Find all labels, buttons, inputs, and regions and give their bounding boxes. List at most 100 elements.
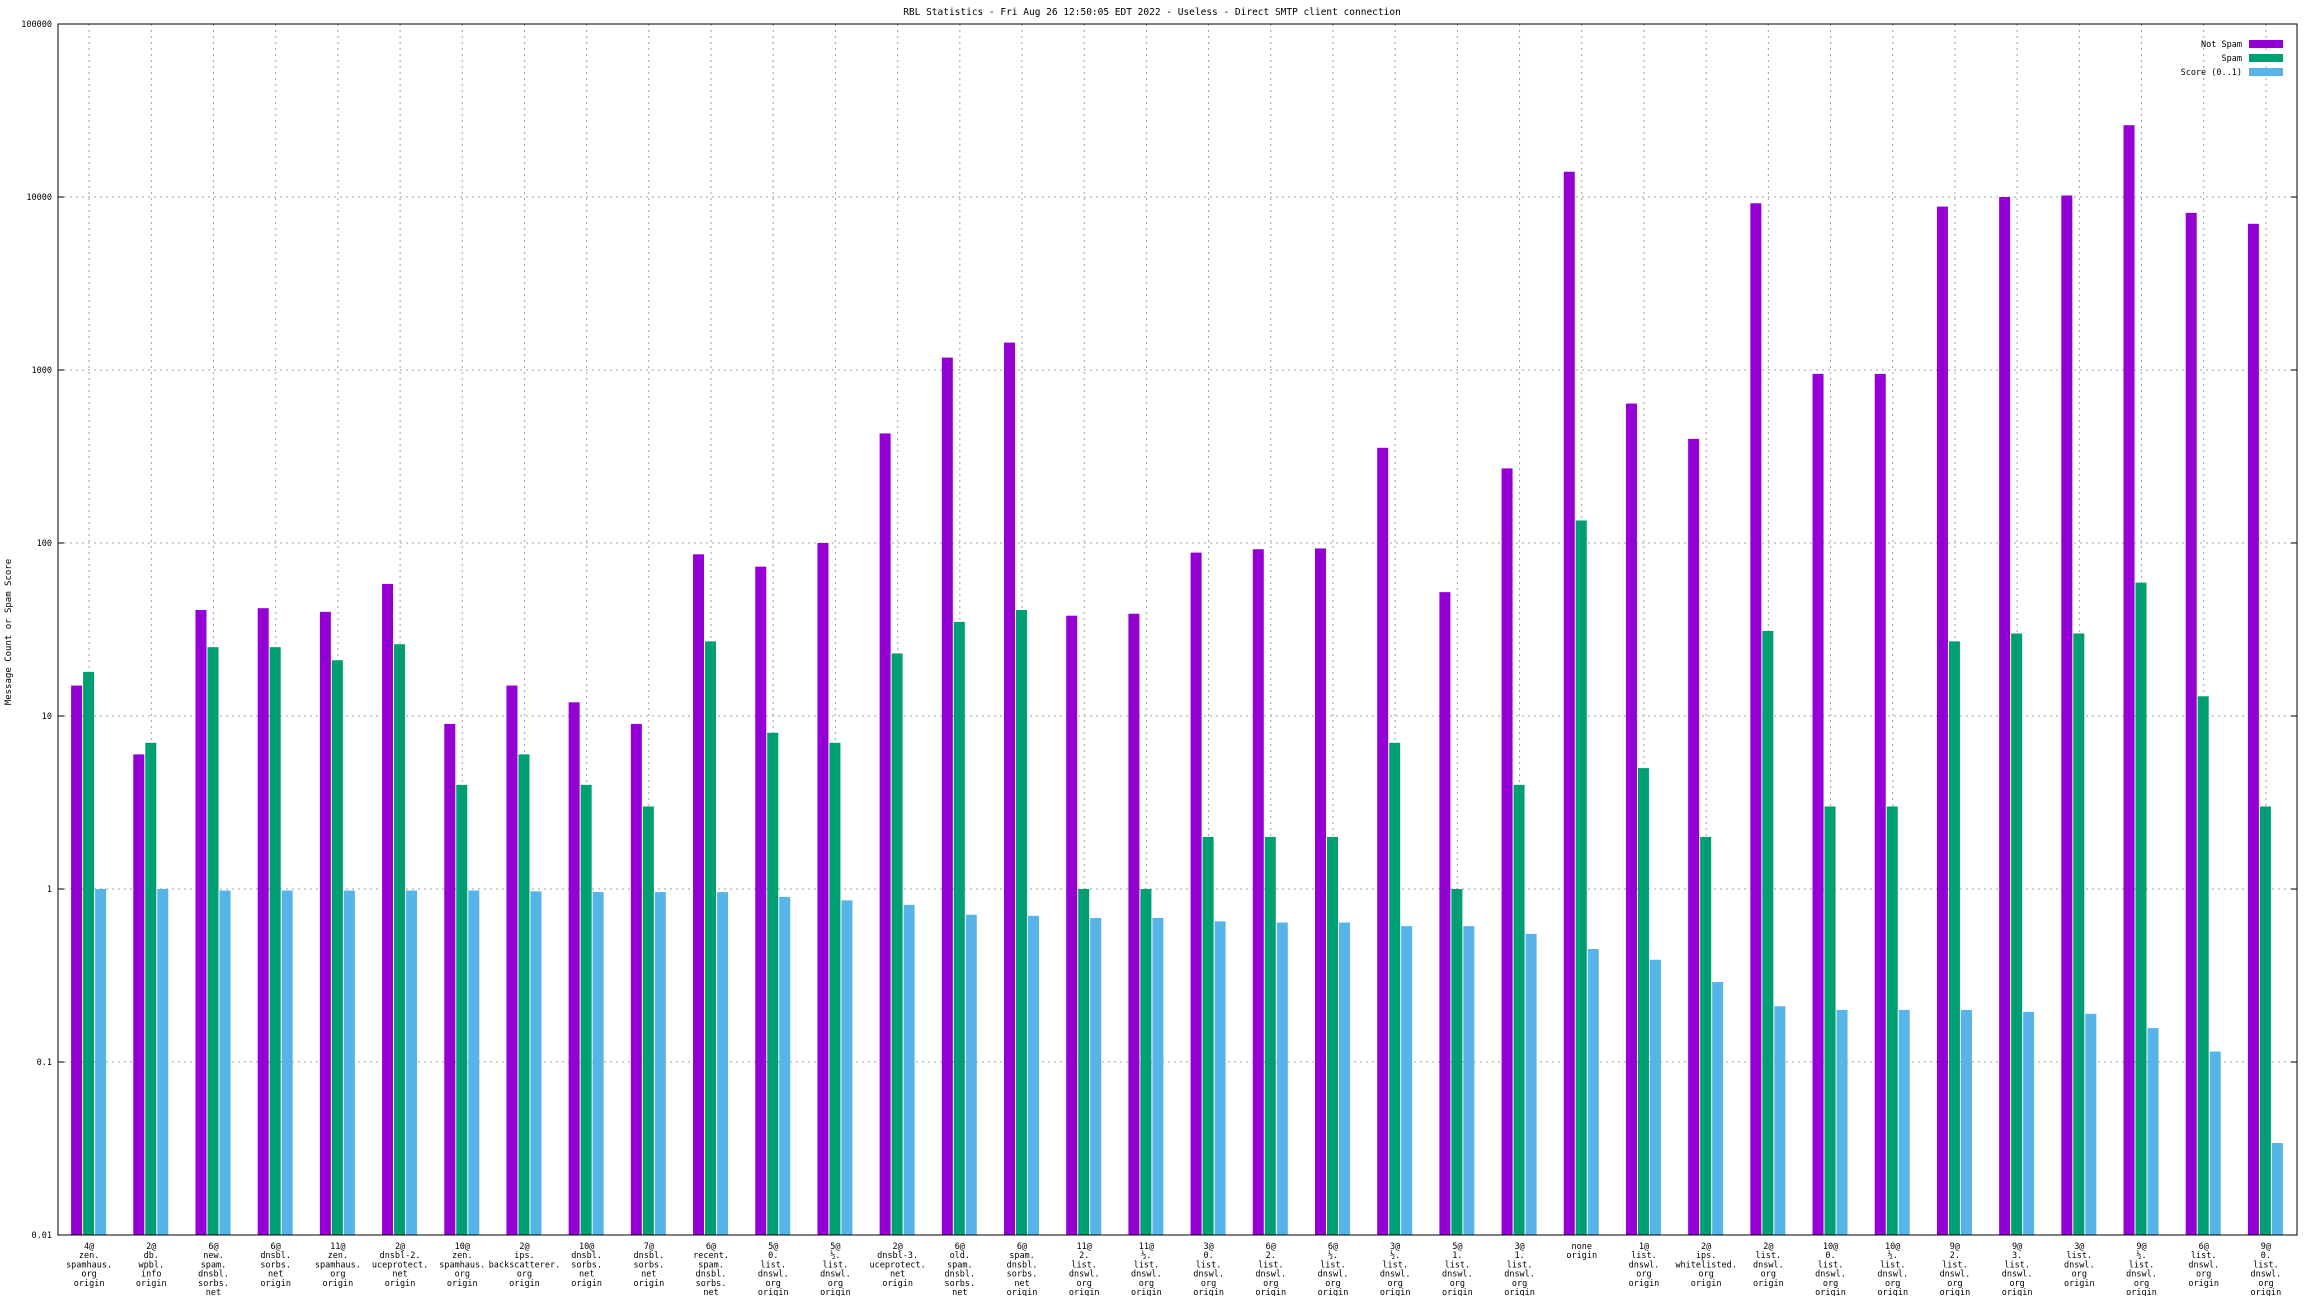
bar-not-spam-23 <box>1439 592 1451 1235</box>
x-tick-label-line: origin <box>1318 1288 1349 1296</box>
bar-spam-31 <box>1948 641 1960 1235</box>
bar-not-spam-11 <box>693 554 705 1235</box>
x-tick-label-line: list. <box>1258 1260 1284 1270</box>
bar-score-0-1-10 <box>654 892 666 1235</box>
x-tick-label-line: list. <box>2253 1260 2279 1270</box>
x-tick-label-line: recent. <box>693 1251 729 1261</box>
x-tick-label-line: 10@ <box>1823 1242 1838 1252</box>
x-tick-label: 10@ zen. spamhaus. org origin <box>439 1242 485 1289</box>
x-tick-label-line: 2@ <box>519 1242 529 1252</box>
bar-not-spam-29 <box>1812 373 1824 1235</box>
x-tick-label-line: old. <box>950 1251 970 1261</box>
bar-score-0-1-7 <box>468 890 480 1235</box>
x-tick-label-line: 6@ <box>1017 1242 1027 1252</box>
bar-not-spam-25 <box>1563 171 1575 1235</box>
x-tick-label-line: 3@ <box>1514 1242 1524 1252</box>
bar-spam-27 <box>1700 836 1712 1235</box>
x-tick-label-line: dnswl. <box>1753 1260 1784 1270</box>
x-tick-label-line: net <box>206 1288 221 1296</box>
bar-score-0-1-31 <box>1960 1009 1972 1235</box>
x-tick-label-line: info <box>141 1270 161 1280</box>
x-tick-label-line: list. <box>1818 1260 1844 1270</box>
x-tick-label-line: dnswl. <box>1193 1270 1224 1280</box>
bar-spam-12 <box>767 732 779 1235</box>
bar-spam-20 <box>1264 836 1276 1235</box>
x-tick-label-line: 0. <box>1203 1251 1213 1261</box>
x-tick-label-line: org <box>2009 1279 2024 1289</box>
x-tick-label-line: ½. <box>1141 1250 1151 1261</box>
x-tick-label-line: 2. <box>1079 1251 1089 1261</box>
bar-not-spam-33 <box>2061 195 2073 1235</box>
legend: Not Spam Spam Score (0..1) <box>2181 40 2283 78</box>
x-tick-label-line: origin <box>1753 1279 1784 1289</box>
x-tick-label-line: org <box>1139 1279 1154 1289</box>
x-tick-label-line: dnswl. <box>2188 1260 2219 1270</box>
bar-score-0-1-32 <box>2023 1011 2035 1235</box>
bar-spam-13 <box>829 742 841 1235</box>
bar-not-spam-13 <box>817 543 829 1235</box>
bar-spam-2 <box>145 742 157 1235</box>
x-tick-label: 3@ ½. list. dnswl. org origin <box>1380 1242 1411 1296</box>
chart-title: RBL Statistics - Fri Aug 26 12:50:05 EDT… <box>903 7 1401 18</box>
bar-not-spam-10 <box>630 723 642 1235</box>
bar-not-spam-32 <box>1999 197 2011 1235</box>
x-tick-label-line: org <box>455 1270 470 1280</box>
x-tick-label-line: ½. <box>1888 1250 1898 1261</box>
bars <box>71 125 2283 1236</box>
bar-spam-9 <box>580 784 592 1235</box>
x-tick-label-line: list. <box>1320 1260 1346 1270</box>
x-tick-label-line: sorbs. <box>260 1260 291 1270</box>
x-tick-label-line: 5@ <box>1452 1242 1462 1252</box>
x-tick-label-line: origin <box>2251 1288 2282 1296</box>
y-tick-label: 10 <box>42 712 52 722</box>
x-tick-label: 11@ ½. list. dnswl. org origin <box>1131 1242 1162 1296</box>
x-tick-label-line: 2@ <box>1701 1242 1711 1252</box>
x-tick-label-line: origin <box>2188 1279 2219 1289</box>
x-tick-label-line: zen. <box>452 1251 472 1261</box>
x-tick-label-line: origin <box>1940 1288 1971 1296</box>
x-tick-label-line: spam. <box>201 1260 227 1270</box>
x-tick-label-line: origin <box>136 1279 167 1289</box>
x-tick-label-line: origin <box>1629 1279 1660 1289</box>
x-tick-label-line: 11@ <box>1139 1242 1154 1252</box>
x-tick-label-line: db. <box>144 1251 159 1261</box>
x-tick-label-line: 3@ <box>2074 1242 2084 1252</box>
x-tick-label-line: spam. <box>1009 1251 1035 1261</box>
x-tick-label-line: dnswl. <box>1069 1270 1100 1280</box>
bar-not-spam-4 <box>257 608 269 1235</box>
x-tick-label-line: list. <box>1071 1260 1097 1270</box>
y-axis-label: Message Count or Spam Score <box>4 559 14 705</box>
x-tick-label-line: list. <box>2191 1251 2217 1261</box>
x-tick-label-line: sorbs. <box>633 1260 664 1270</box>
x-tick-label-line: origin <box>1877 1288 1908 1296</box>
bar-score-0-1-24 <box>1525 933 1537 1235</box>
bar-not-spam-24 <box>1501 468 1513 1236</box>
x-tick-label-line: origin <box>2126 1288 2157 1296</box>
x-tick-label-line: 3@ <box>1203 1242 1213 1252</box>
bar-not-spam-31 <box>1936 206 1948 1235</box>
x-tick-label-line: origin <box>74 1279 105 1289</box>
bar-score-0-1-18 <box>1152 917 1164 1235</box>
x-tick-label-line: net <box>1014 1279 1029 1289</box>
x-tick-label-line: origin <box>1691 1279 1722 1289</box>
x-tick-label-line: sorbs. <box>944 1279 975 1289</box>
bar-score-0-1-5 <box>343 890 355 1235</box>
bar-score-0-1-15 <box>965 914 977 1235</box>
x-tick-label-line: dnsbl. <box>1007 1260 1038 1270</box>
bar-spam-19 <box>1202 836 1214 1235</box>
x-tick-label-line: dnsbl. <box>198 1270 229 1280</box>
x-tick-label-line: zen. <box>328 1251 348 1261</box>
x-tick-label: 5@ ½. list. dnswl. org origin <box>820 1242 851 1296</box>
x-tick-label-line: 11@ <box>330 1242 345 1252</box>
bar-not-spam-17 <box>1066 615 1078 1235</box>
x-tick-label-line: 2@ <box>893 1242 903 1252</box>
bar-not-spam-15 <box>941 357 953 1235</box>
x-tick-label: 10@ dnsbl. sorbs. net origin <box>571 1242 602 1289</box>
x-tick-label-line: ½. <box>1328 1250 1338 1261</box>
bar-score-0-1-30 <box>1898 1009 1910 1235</box>
x-tick-label-line: list. <box>2067 1251 2093 1261</box>
bar-spam-7 <box>456 784 468 1235</box>
x-tick-label-line: list. <box>760 1260 786 1270</box>
bar-not-spam-2 <box>133 754 145 1235</box>
